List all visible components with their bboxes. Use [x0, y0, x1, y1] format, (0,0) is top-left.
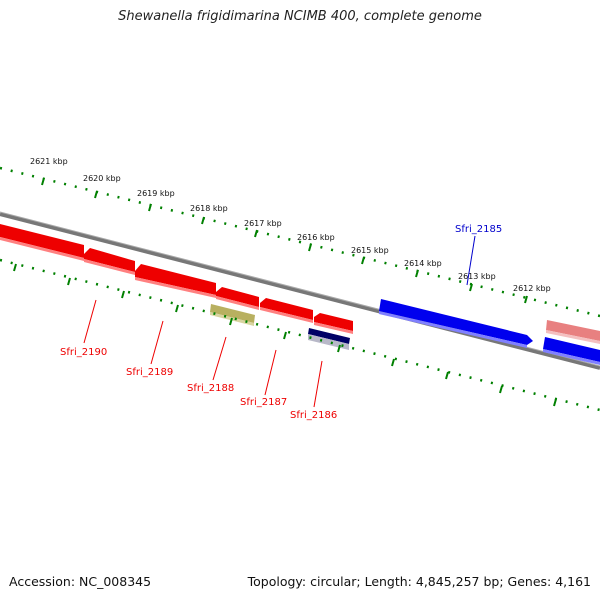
leader-line-sfri-2185: [466, 235, 476, 286]
genome-summary-text: Topology: circular; Length: 4,845,257 bp…: [247, 574, 591, 589]
gene-label-sfri-2185[interactable]: Sfri_2185: [455, 224, 502, 235]
gene-extra-red[interactable]: [314, 313, 353, 331]
gene-extra-red-shadow: [314, 322, 353, 334]
gene-sfri-2189-shadow: [84, 259, 135, 275]
outer-ruler-dots: [0, 166, 600, 318]
gene-forward-edge-shadow: [543, 349, 600, 365]
gene-label-sfri-2190[interactable]: Sfri_2190: [60, 347, 107, 358]
gene-sfri-2187-shadow: [216, 296, 259, 310]
inner-ruler-dots: [0, 258, 600, 412]
ruler-label: 2619 kbp: [137, 189, 175, 198]
gene-sfri-2187[interactable]: [216, 287, 259, 307]
ruler-label: 2616 kbp: [297, 233, 335, 242]
gene-label-sfri-2189[interactable]: Sfri_2189: [126, 367, 173, 378]
gene-label-sfri-2188[interactable]: Sfri_2188: [187, 383, 234, 394]
leader-line-sfri-2188: [212, 336, 227, 381]
accession-text: Accession: NC_008345: [9, 574, 152, 589]
gene-sfri-2185-shadow: [379, 311, 527, 348]
leader-line-sfri-2190: [83, 299, 97, 344]
gene-label-sfri-2187[interactable]: Sfri_2187: [240, 397, 287, 408]
ruler-label: 2613 kbp: [458, 272, 496, 281]
gene-sfri-2186-shadow: [260, 307, 313, 323]
ruler-label: 2617 kbp: [244, 219, 282, 228]
gene-sfri-2190-shadow: [0, 237, 84, 261]
outer-ruler-major-ticks: [41, 177, 528, 304]
ruler-label: 2614 kbp: [404, 259, 442, 268]
ruler-label: 2618 kbp: [190, 204, 228, 213]
gene-sfri-2186[interactable]: [260, 298, 313, 320]
inner-ruler: [0, 258, 600, 412]
leader-line-sfri-2186: [313, 360, 323, 408]
ruler-label: 2621 kbp: [30, 157, 68, 166]
ruler-labels: 2621 kbp 2620 kbp 2619 kbp 2618 kbp 2617…: [30, 157, 551, 293]
gene-label-sfri-2186[interactable]: Sfri_2186: [290, 410, 337, 421]
gene-sfri-2190[interactable]: [0, 224, 84, 258]
leader-line-sfri-2189: [150, 320, 164, 365]
gene-sfri-2189[interactable]: [84, 248, 135, 272]
leader-line-sfri-2187: [264, 349, 277, 396]
pink-feature-shadow: [546, 330, 600, 344]
forward-genes: [379, 299, 600, 365]
pink-feature[interactable]: [546, 320, 600, 341]
ruler-label: 2612 kbp: [513, 284, 551, 293]
ruler-label: 2615 kbp: [351, 246, 389, 255]
navy-feature[interactable]: [308, 328, 350, 344]
genome-backbone: [0, 212, 600, 370]
gene-forward-edge[interactable]: [543, 337, 600, 362]
map-title: Shewanella frigidimarina NCIMB 400, comp…: [118, 9, 482, 24]
olive-feature[interactable]: [210, 304, 255, 323]
ruler-label: 2620 kbp: [83, 174, 121, 183]
gene-sfri-2188-shadow: [135, 277, 216, 298]
reverse-genes: [0, 224, 353, 334]
inner-ruler-major-ticks: [13, 263, 557, 407]
gene-sfri-2185[interactable]: [379, 299, 533, 345]
outer-ruler: [0, 166, 600, 318]
gene-sfri-2188[interactable]: [135, 264, 216, 295]
